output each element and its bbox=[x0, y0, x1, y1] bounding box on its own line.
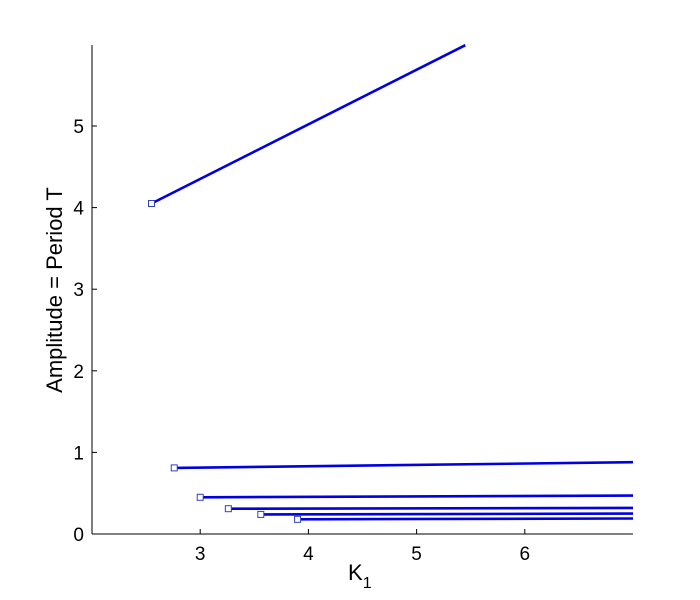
series-3 bbox=[196, 493, 634, 501]
series-5 bbox=[257, 510, 634, 518]
series-start-marker bbox=[257, 510, 265, 518]
x-axis-label-subscript: 1 bbox=[363, 575, 372, 592]
x-tick-label: 6 bbox=[520, 544, 531, 565]
series-start-marker bbox=[170, 464, 178, 472]
series-start-marker bbox=[224, 505, 232, 513]
series-line bbox=[174, 460, 634, 470]
series-line bbox=[228, 506, 634, 511]
y-tick-label: 3 bbox=[73, 280, 84, 301]
series-line bbox=[260, 512, 634, 516]
y-tick-label: 0 bbox=[73, 525, 84, 546]
y-ticks: 0 1 2 3 4 5 bbox=[73, 117, 97, 546]
series-start-marker bbox=[294, 515, 302, 523]
x-tick-label: 4 bbox=[303, 544, 314, 565]
x-ticks: 3 4 5 6 bbox=[195, 529, 530, 565]
y-tick-label: 4 bbox=[73, 199, 84, 220]
series-line bbox=[297, 517, 634, 521]
x-axis-label-main: K bbox=[348, 560, 363, 585]
series-1 bbox=[148, 44, 466, 208]
series-start-marker bbox=[148, 200, 156, 208]
series-4 bbox=[224, 505, 634, 513]
series-line bbox=[150, 44, 466, 205]
y-tick-label: 1 bbox=[73, 443, 84, 464]
y-tick-label: 5 bbox=[73, 117, 84, 138]
series-6 bbox=[294, 515, 634, 523]
series-2 bbox=[170, 460, 634, 472]
y-tick-label: 2 bbox=[73, 362, 84, 383]
y-axis-label: Amplitude = Period T bbox=[42, 187, 67, 393]
series-start-marker bbox=[196, 493, 204, 501]
x-axis-label: K1 bbox=[348, 560, 372, 592]
x-tick-label: 3 bbox=[195, 544, 206, 565]
series-layer bbox=[148, 44, 634, 523]
x-tick-label: 5 bbox=[411, 544, 422, 565]
series-line bbox=[200, 494, 634, 499]
